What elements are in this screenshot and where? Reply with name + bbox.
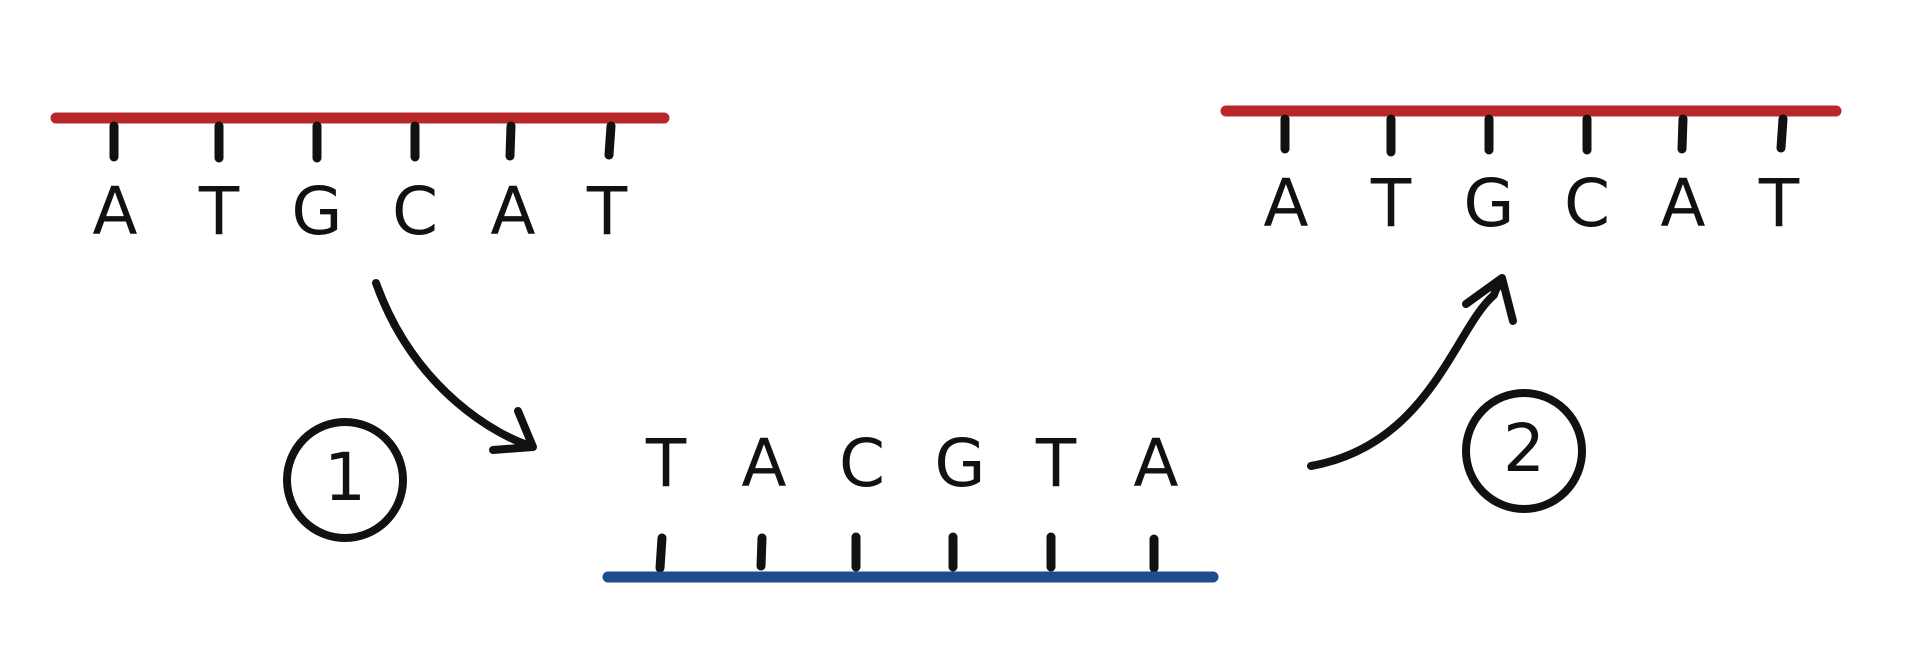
base-letter: A — [490, 173, 535, 250]
base-letter: T — [1370, 165, 1412, 242]
base-letter: C — [392, 173, 438, 250]
base-letter: A — [1660, 165, 1705, 242]
base-letter: G — [934, 425, 985, 502]
tick — [655, 533, 667, 573]
step-1-number: 1 — [324, 439, 366, 516]
base-letter: C — [1564, 165, 1610, 242]
tick — [604, 121, 616, 160]
arrow-2-head — [1462, 274, 1517, 325]
base-letter: A — [1133, 425, 1178, 502]
base-letter: G — [291, 173, 342, 250]
tick — [1776, 114, 1788, 153]
base-letter: T — [198, 173, 240, 250]
arrow-1-shaft — [372, 279, 535, 450]
base-letter: G — [1463, 165, 1514, 242]
base-letter: A — [741, 425, 786, 502]
strand-left-bases: A T G C A T — [92, 173, 627, 250]
tick — [756, 533, 767, 571]
base-letter: A — [92, 173, 137, 250]
base-letter: C — [839, 425, 885, 502]
strand-right-bases: A T G C A T — [1263, 165, 1799, 242]
tick — [1677, 114, 1688, 154]
step-2-circle — [1462, 389, 1586, 513]
base-letter: T — [1035, 425, 1077, 502]
strand-right-ticks — [1280, 114, 1788, 157]
strand-middle-ticks — [655, 532, 1159, 573]
strand-right: A T G C A T — [1220, 105, 1842, 242]
base-letter: T — [586, 173, 628, 250]
base-letter: T — [645, 425, 687, 502]
strand-left: A T G C A T — [50, 112, 670, 250]
strand-left-ticks — [109, 121, 616, 163]
step-2-number: 2 — [1503, 410, 1545, 487]
arrow-1-head — [489, 407, 537, 454]
strand-middle: T A C G T A — [602, 425, 1219, 583]
step-1-marker: 1 — [283, 418, 407, 542]
arrow-step-1 — [372, 279, 537, 454]
strand-middle-bases: T A C G T A — [645, 425, 1179, 502]
base-letter: A — [1263, 165, 1308, 242]
arrow-2-shaft — [1307, 279, 1504, 470]
tick — [505, 121, 516, 161]
step-1-circle — [283, 418, 407, 542]
arrow-step-2 — [1307, 274, 1517, 470]
step-2-marker: 2 — [1462, 389, 1586, 513]
base-letter: T — [1758, 165, 1800, 242]
